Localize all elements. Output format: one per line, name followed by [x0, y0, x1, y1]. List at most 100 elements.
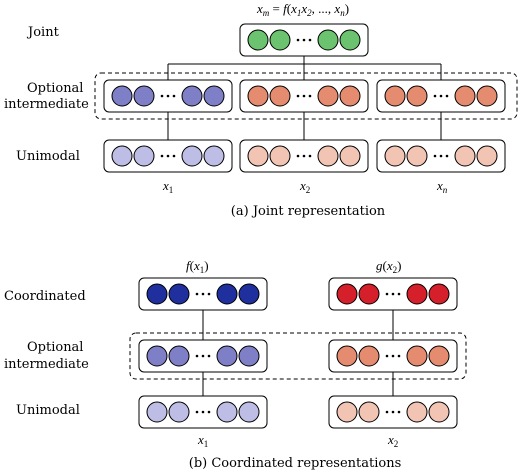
coordinated-panel: Coordinated Optional intermediate Unimod… — [4, 258, 467, 471]
coordinated-neuron-row-g — [336, 283, 450, 305]
unimodal-neuron-row-b1 — [146, 401, 260, 423]
intermediate-neuron-row-b1 — [146, 345, 260, 367]
neuron — [358, 345, 380, 367]
row-label-intermediate-b: intermediate — [4, 357, 89, 372]
ellipsis-dot — [201, 410, 205, 414]
ellipsis-dot — [391, 410, 395, 414]
row-label-optional-b: Optional — [27, 340, 83, 355]
ellipsis-dot — [308, 38, 312, 42]
ellipsis-dot — [201, 292, 205, 296]
neuron — [146, 283, 168, 305]
neuron — [269, 29, 291, 51]
ellipsis-dot — [302, 38, 306, 42]
neuron — [111, 145, 133, 167]
row-label-unimodal: Unimodal — [16, 149, 80, 164]
ellipsis-dot — [302, 154, 306, 158]
ellipsis-dot — [195, 292, 199, 296]
ellipsis-dot — [201, 354, 205, 358]
ellipsis-dot — [433, 94, 437, 98]
intermediate-neuron-row-n — [384, 85, 498, 107]
neuron — [168, 401, 190, 423]
neuron — [317, 145, 339, 167]
ellipsis-dot — [439, 154, 443, 158]
joint-neuron-row — [247, 29, 361, 51]
neuron — [317, 29, 339, 51]
row-label-intermediate: intermediate — [4, 97, 89, 112]
neuron — [238, 401, 260, 423]
neuron — [336, 283, 358, 305]
neuron — [146, 345, 168, 367]
neuron — [428, 401, 450, 423]
row-label-unimodal-b: Unimodal — [16, 403, 80, 418]
ellipsis-dot — [296, 154, 300, 158]
ellipsis-dot — [166, 154, 170, 158]
neuron — [238, 283, 260, 305]
coordinated-neuron-row-f — [146, 283, 260, 305]
unimodal-neuron-row-n — [384, 145, 498, 167]
row-label-coordinated: Coordinated — [4, 289, 86, 304]
ellipsis-dot — [166, 94, 170, 98]
ellipsis-dot — [397, 354, 401, 358]
ellipsis-dot — [385, 354, 389, 358]
neuron — [406, 145, 428, 167]
ellipsis-dot — [433, 154, 437, 158]
neuron — [247, 145, 269, 167]
ellipsis-dot — [391, 292, 395, 296]
ellipsis-dot — [397, 292, 401, 296]
modality-label-b-x1: x1 — [197, 432, 208, 449]
neuron — [339, 145, 361, 167]
neuron — [269, 85, 291, 107]
ellipsis-dot — [296, 38, 300, 42]
neuron — [406, 85, 428, 107]
ellipsis-dot — [385, 292, 389, 296]
neuron — [317, 85, 339, 107]
neuron — [133, 145, 155, 167]
neuron — [358, 401, 380, 423]
neuron — [476, 85, 498, 107]
ellipsis-dot — [207, 354, 211, 358]
row-label-optional: Optional — [27, 81, 83, 96]
neuron — [336, 401, 358, 423]
neuron — [247, 85, 269, 107]
optional-intermediate-group-b — [129, 332, 467, 380]
unimodal-neuron-row-b2 — [336, 401, 450, 423]
neuron — [384, 85, 406, 107]
neuron — [181, 85, 203, 107]
neuron — [336, 345, 358, 367]
ellipsis-dot — [302, 94, 306, 98]
neuron — [216, 345, 238, 367]
neuron — [358, 283, 380, 305]
neuron — [384, 145, 406, 167]
neuron — [339, 85, 361, 107]
joint-panel: Joint Optional intermediate Unimodal xm … — [4, 1, 518, 219]
neuron — [111, 85, 133, 107]
ellipsis-dot — [445, 94, 449, 98]
ellipsis-dot — [195, 410, 199, 414]
unimodal-neuron-row-2 — [247, 145, 361, 167]
neuron — [247, 29, 269, 51]
intermediate-neuron-row-2 — [247, 85, 361, 107]
neuron — [133, 85, 155, 107]
neuron — [146, 401, 168, 423]
neuron — [406, 345, 428, 367]
ellipsis-dot — [172, 94, 176, 98]
modality-label-x1: x1 — [162, 178, 173, 195]
ellipsis-dot — [445, 154, 449, 158]
intermediate-neuron-row-b2 — [336, 345, 450, 367]
ellipsis-dot — [207, 410, 211, 414]
neuron — [406, 401, 428, 423]
neuron — [238, 345, 260, 367]
function-label-f: f(x1) — [186, 258, 209, 275]
neuron — [216, 401, 238, 423]
neuron — [168, 345, 190, 367]
joint-formula: xm = f(x1x2, ..., xn) — [256, 1, 349, 18]
modality-label-b-x2: x2 — [387, 432, 398, 449]
row-label-joint: Joint — [26, 25, 60, 40]
ellipsis-dot — [308, 154, 312, 158]
neuron — [269, 145, 291, 167]
ellipsis-dot — [172, 154, 176, 158]
neuron — [203, 85, 225, 107]
neuron — [428, 283, 450, 305]
modality-label-xn: xn — [436, 178, 448, 195]
